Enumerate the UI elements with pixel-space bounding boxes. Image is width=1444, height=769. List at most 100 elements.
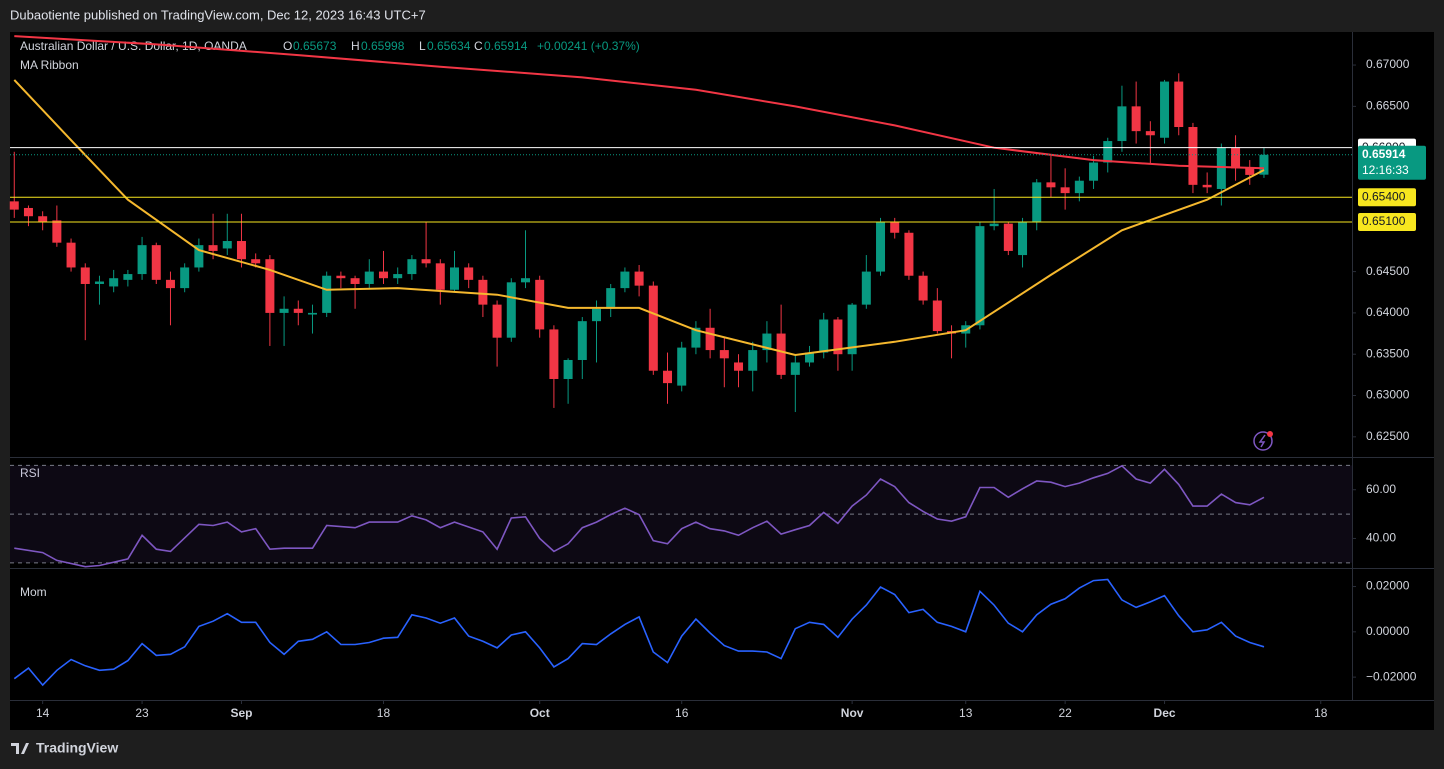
candle-body xyxy=(719,350,729,359)
candle-body xyxy=(1231,147,1241,169)
ohlc-label: O xyxy=(283,39,292,53)
candle-body xyxy=(180,267,190,289)
candle-body xyxy=(492,304,502,338)
y-tick-label: 0.62500 xyxy=(1366,429,1410,443)
ohlc-value: 0.65634 xyxy=(427,39,471,53)
candle-body xyxy=(506,282,516,338)
candle-body xyxy=(80,267,90,284)
y-tick-label: 0.66500 xyxy=(1366,99,1410,113)
y-tick-label: 60.00 xyxy=(1366,482,1396,496)
pane-title: RSI xyxy=(20,466,40,480)
candle-body xyxy=(975,226,985,326)
price-label-box xyxy=(1358,213,1416,232)
moving-average xyxy=(13,79,1265,357)
candle-body xyxy=(265,259,275,313)
candle-body xyxy=(805,352,815,363)
last-price-label: 0.65914 xyxy=(1362,147,1406,161)
candle-body xyxy=(819,319,829,353)
candle-body xyxy=(38,216,48,223)
candle-body xyxy=(677,347,687,386)
y-tick-label: 40.00 xyxy=(1366,531,1396,545)
candle-body xyxy=(861,271,871,305)
candle-body xyxy=(449,267,459,290)
candle-body xyxy=(876,222,886,272)
candle-body xyxy=(932,300,942,332)
candle-body xyxy=(435,263,445,290)
candle-body xyxy=(904,232,914,276)
candle-body xyxy=(1060,187,1070,194)
candle-body xyxy=(1131,106,1141,132)
candle-body xyxy=(307,312,317,315)
candle-body xyxy=(1145,131,1155,136)
candle-body xyxy=(1074,180,1084,194)
candle-body xyxy=(1160,81,1170,138)
candle-body xyxy=(606,288,616,309)
candle-body xyxy=(52,220,62,243)
ohlc-label: H xyxy=(351,39,360,53)
candle-body xyxy=(1174,81,1184,128)
candle-body xyxy=(1216,147,1226,189)
candle-body xyxy=(577,321,587,360)
candle-body xyxy=(165,279,175,289)
logo xyxy=(11,743,29,754)
y-tick-label: 0.00000 xyxy=(1366,624,1410,638)
candle-body xyxy=(833,319,843,355)
indicator-line xyxy=(13,578,1265,687)
candle-body xyxy=(236,241,246,260)
candle-body xyxy=(1046,182,1056,188)
candle-body xyxy=(989,223,999,227)
candle-body xyxy=(279,308,289,313)
x-tick-label: Oct xyxy=(530,706,550,720)
candle-body xyxy=(520,278,530,283)
candle-body xyxy=(407,259,417,275)
candle-body xyxy=(66,242,76,268)
candle-body xyxy=(208,245,218,251)
y-tick-label: 0.63500 xyxy=(1366,346,1410,360)
candle-body xyxy=(194,245,204,268)
candle-body xyxy=(94,281,104,284)
candle-body xyxy=(336,275,346,279)
candle-body xyxy=(663,370,673,384)
candle-body xyxy=(9,201,19,210)
candle-body xyxy=(1117,106,1127,142)
last-price-box xyxy=(1358,145,1426,180)
rsi-band-fill xyxy=(10,465,1352,563)
candle-body xyxy=(1202,184,1212,188)
candle-body xyxy=(378,271,388,279)
candle-body xyxy=(563,359,573,379)
candle-body xyxy=(535,279,545,330)
price-label-box xyxy=(1358,188,1416,207)
candle-body xyxy=(1003,223,1013,251)
ohlc-value: 0.65998 xyxy=(361,39,405,53)
price-label: 0.65400 xyxy=(1362,189,1406,203)
candle-body xyxy=(1103,141,1113,163)
alert-icon xyxy=(1253,431,1273,451)
x-tick-label: 23 xyxy=(135,706,149,720)
candle-body xyxy=(293,308,303,313)
candle-body xyxy=(1018,222,1028,256)
x-tick-label: Sep xyxy=(230,706,252,720)
moving-average xyxy=(14,35,1265,170)
change: +0.00241 (+0.37%) xyxy=(537,39,640,53)
candle-body xyxy=(762,333,772,351)
candle-body xyxy=(393,274,403,279)
candle-body xyxy=(23,207,33,217)
candle-body xyxy=(549,329,559,379)
candle-body xyxy=(648,285,658,371)
ohlc-label: L xyxy=(419,39,426,53)
candle-body xyxy=(350,278,360,284)
candle-body xyxy=(734,362,744,371)
candle-body xyxy=(123,274,133,280)
candle-body xyxy=(1188,127,1198,185)
y-tick-label: 0.02000 xyxy=(1366,579,1410,593)
indicator-name: MA Ribbon xyxy=(20,58,79,72)
candle-body xyxy=(1245,168,1255,175)
y-tick-label: 0.64500 xyxy=(1366,264,1410,278)
candle-body xyxy=(464,267,474,280)
candle-body xyxy=(890,222,900,233)
candle-body xyxy=(592,308,602,322)
pane-title: Mom xyxy=(20,585,47,599)
candle-body xyxy=(748,350,758,371)
candle-body xyxy=(222,241,232,249)
candle-body xyxy=(151,245,161,280)
